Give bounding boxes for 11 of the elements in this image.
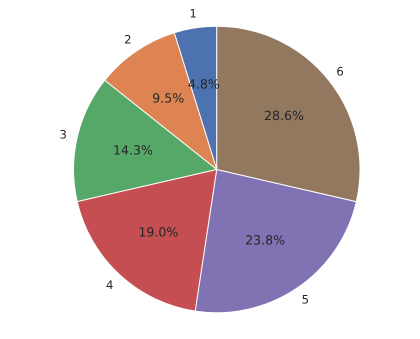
slice-label: 5 [302, 292, 310, 307]
slice-label: 3 [59, 128, 67, 142]
data-label: 9.5% [152, 90, 184, 106]
slice-label: 2 [124, 32, 132, 46]
data-label: 23.8% [245, 232, 286, 248]
slice-label: 1 [189, 6, 197, 21]
data-label: 28.6% [264, 108, 304, 123]
slice-label: 6 [336, 64, 344, 78]
slice-label: 4 [106, 278, 114, 292]
data-label: 19.0% [138, 224, 178, 240]
data-label: 14.3% [112, 142, 153, 158]
